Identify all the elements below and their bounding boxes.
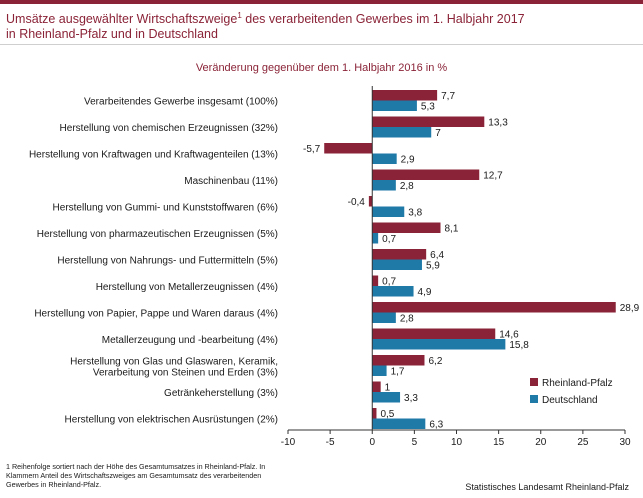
data-label: 0,5: [380, 409, 394, 420]
data-label: 14,6: [499, 329, 519, 340]
category-label: Herstellung von pharmazeutischen Erzeugn…: [37, 229, 278, 240]
bar-rheinland-pfalz: [372, 328, 496, 339]
category-label-line2: Verarbeitung von Steinen und Erden (3%): [93, 368, 278, 379]
data-label: 2,8: [400, 181, 414, 192]
bar-rheinland-pfalz: [372, 355, 425, 366]
data-label: 6,2: [428, 356, 442, 367]
title-separator: [0, 44, 643, 45]
x-tick-label: -10: [281, 437, 296, 448]
category-label: Herstellung von chemischen Erzeugnissen …: [60, 123, 278, 134]
category-label: Maschinenbau (11%): [184, 176, 278, 187]
data-label: 12,7: [483, 170, 503, 181]
bar-rheinland-pfalz: [372, 408, 377, 419]
bar-deutschland: [372, 206, 405, 217]
bar-deutschland: [372, 259, 422, 270]
bar-rheinland-pfalz: [324, 143, 373, 154]
category-label: Getränkeherstellung (3%): [164, 388, 278, 399]
data-label: 13,3: [488, 117, 508, 128]
title-line2: in Rheinland-Pfalz und in Deutschland: [6, 27, 218, 42]
bar-deutschland: [372, 233, 379, 244]
top-rule: [0, 0, 643, 4]
data-label: 5,3: [421, 101, 435, 112]
data-label: 5,9: [426, 260, 440, 271]
legend-label: Rheinland-Pfalz: [542, 378, 613, 389]
bar-deutschland: [372, 339, 506, 350]
data-label: 6,3: [429, 419, 443, 430]
data-label: 0,7: [382, 276, 396, 287]
bar-deutschland: [372, 418, 426, 429]
x-tick-label: 25: [577, 437, 589, 448]
data-label: 8,1: [444, 223, 458, 234]
bar-rheinland-pfalz: [372, 302, 616, 313]
legend-swatch: [530, 395, 538, 403]
bar-deutschland: [372, 180, 396, 191]
category-label-line1: Herstellung von Glas und Glaswaren, Kera…: [70, 357, 278, 368]
data-label: 1,7: [391, 366, 405, 377]
legend-label: Deutschland: [542, 395, 598, 406]
data-label: 2,8: [400, 313, 414, 324]
legend-swatch: [530, 378, 538, 386]
x-tick-label: 15: [493, 437, 505, 448]
category-label: Herstellung von Metallerzeugnissen (4%): [96, 282, 278, 293]
bar-rheinland-pfalz: [372, 90, 438, 101]
category-label: Herstellung von Nahrungs- und Futtermitt…: [57, 256, 278, 267]
bar-deutschland: [372, 312, 396, 323]
data-label: 7: [435, 128, 441, 139]
data-label: 2,9: [401, 154, 415, 165]
data-label: 15,8: [509, 340, 529, 351]
data-label: -5,7: [303, 144, 321, 155]
data-label: 7,7: [441, 91, 455, 102]
title-line1-prefix: Umsätze ausgewählter Wirtschaftszweige: [6, 12, 238, 27]
category-label: Herstellung von Kraftwagen und Kraftwage…: [29, 150, 278, 161]
x-tick-label: 10: [451, 437, 463, 448]
footnote: 1 Reihenfolge sortiert nach der Höhe des…: [6, 462, 266, 489]
chart-subtitle: Veränderung gegenüber dem 1. Halbjahr 20…: [195, 62, 448, 74]
x-tick-label: 30: [619, 437, 631, 448]
data-label: 3,8: [408, 207, 422, 218]
category-label: Verarbeitendes Gewerbe insgesamt (100%): [84, 97, 278, 108]
title-footnote-marker: 1: [237, 11, 242, 20]
bar-deutschland: [372, 153, 397, 164]
x-tick-label: 5: [412, 437, 418, 448]
bar-deutschland: [372, 100, 417, 111]
category-label: Herstellung von Gummi- und Kunststoffwar…: [53, 203, 278, 214]
bar-deutschland: [372, 392, 401, 403]
bar-rheinland-pfalz: [372, 249, 427, 260]
category-label: Herstellung von Papier, Pappe und Waren …: [34, 309, 278, 320]
data-label: 28,9: [620, 303, 640, 314]
bar-rheinland-pfalz: [372, 275, 379, 286]
data-label: -0,4: [348, 197, 366, 208]
chart-title: Umsätze ausgewählter Wirtschaftszweige1 …: [6, 8, 636, 42]
data-label: 3,3: [404, 393, 418, 404]
bar-rheinland-pfalz: [372, 169, 480, 180]
bar-rheinland-pfalz: [368, 196, 373, 207]
data-label: 6,4: [430, 250, 444, 261]
category-label: Herstellung von elektrischen Ausrüstunge…: [65, 415, 278, 426]
title-line1-suffix: des verarbeitenden Gewerbes im 1. Halbja…: [241, 12, 525, 27]
data-label: 0,7: [382, 234, 396, 245]
data-label: 4,9: [418, 287, 432, 298]
bar-deutschland: [372, 365, 387, 376]
bar-rheinland-pfalz: [372, 381, 381, 392]
bar-rheinland-pfalz: [372, 222, 441, 233]
x-tick-label: -5: [326, 437, 335, 448]
bar-rheinland-pfalz: [372, 116, 485, 127]
data-label: 1: [385, 382, 391, 393]
bar-deutschland: [372, 286, 414, 297]
x-tick-label: 0: [369, 437, 375, 448]
x-tick-label: 20: [535, 437, 547, 448]
bar-deutschland: [372, 127, 432, 138]
category-label: Metallerzeugung und -bearbeitung (4%): [102, 335, 278, 346]
source-note: Statistisches Landesamt Rheinland-Pfalz: [465, 482, 629, 492]
